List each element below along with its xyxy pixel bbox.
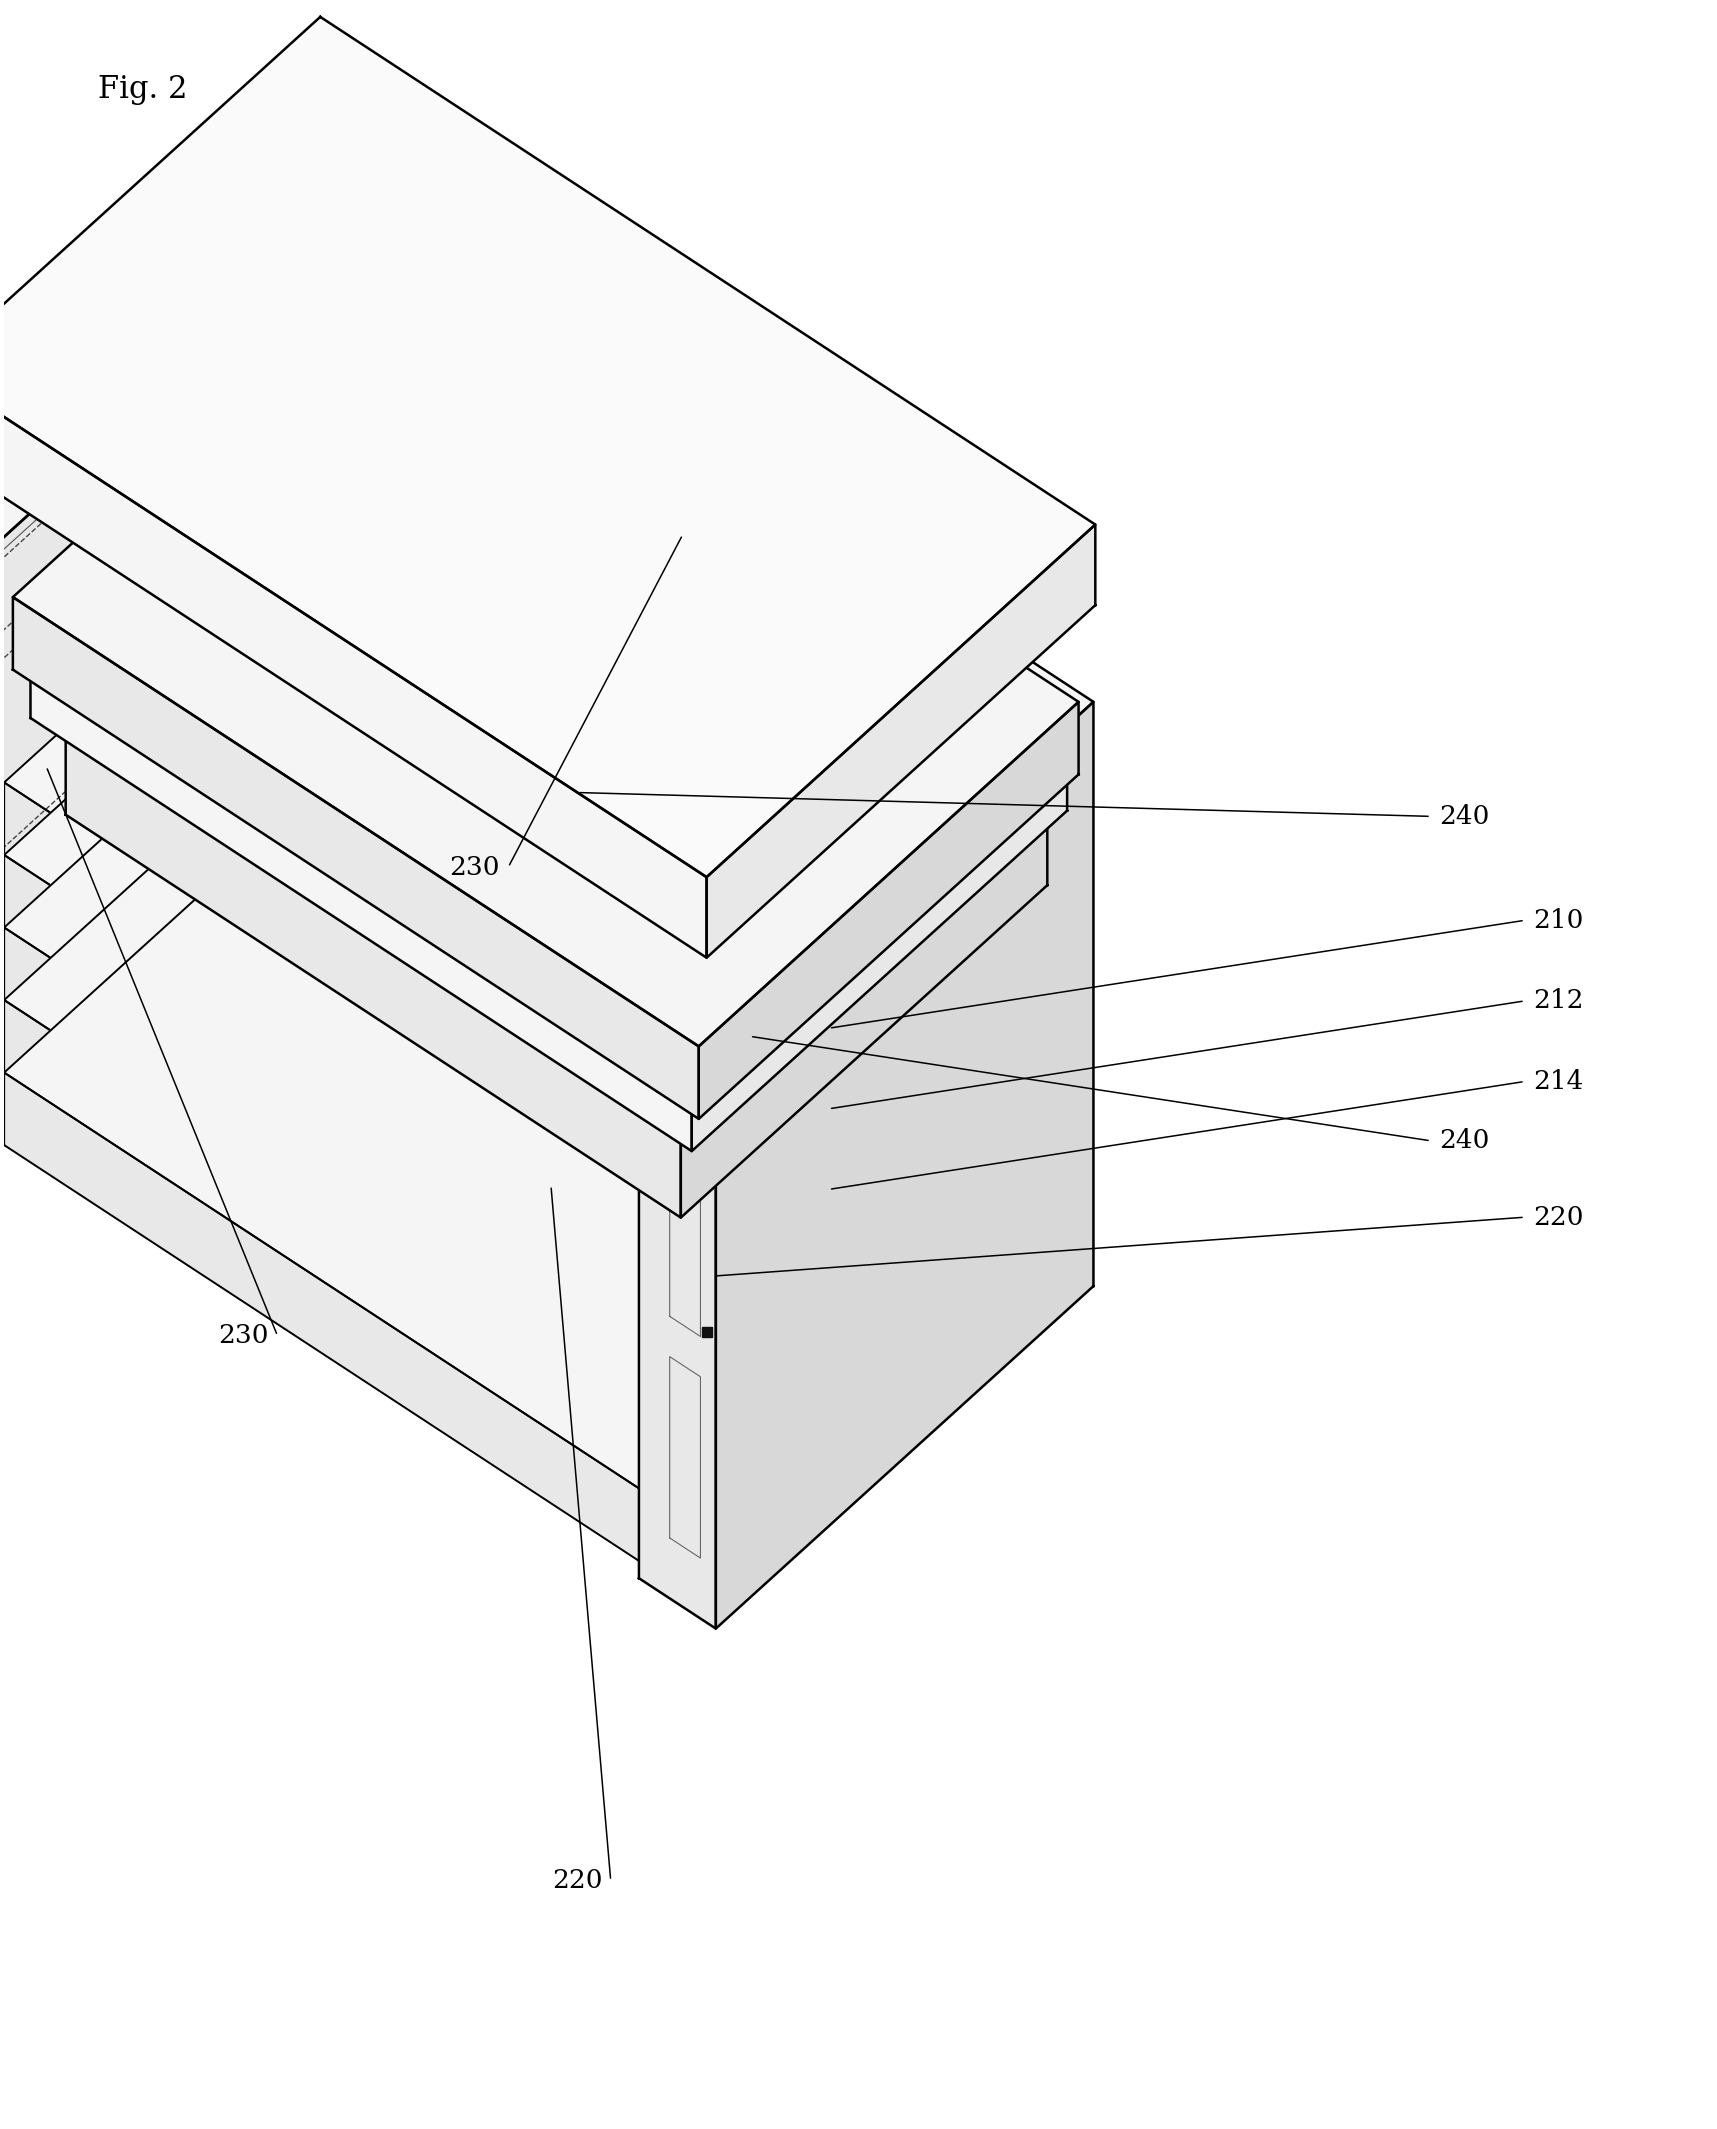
Polygon shape [3, 783, 682, 1299]
Text: 240: 240 [1439, 1128, 1490, 1154]
Text: 212: 212 [1533, 988, 1583, 1013]
Polygon shape [699, 703, 1078, 1120]
Text: 210: 210 [1533, 907, 1583, 933]
Polygon shape [3, 669, 1047, 1443]
Polygon shape [670, 1356, 701, 1558]
Text: 220: 220 [551, 1869, 603, 1893]
Text: 214: 214 [1533, 1069, 1583, 1094]
Polygon shape [577, 1231, 743, 1356]
Polygon shape [577, 1303, 743, 1429]
Polygon shape [3, 856, 682, 1371]
Text: 240: 240 [1439, 805, 1490, 828]
Polygon shape [14, 596, 699, 1120]
Polygon shape [31, 677, 692, 1152]
Polygon shape [682, 967, 1047, 1371]
Polygon shape [14, 253, 1078, 1045]
Polygon shape [3, 522, 1047, 1299]
Polygon shape [3, 1073, 682, 1588]
Polygon shape [573, 713, 694, 805]
Polygon shape [682, 1111, 1047, 1516]
Polygon shape [639, 651, 1094, 1045]
Polygon shape [682, 1184, 1047, 1588]
Text: (+): (+) [695, 990, 713, 1001]
Polygon shape [682, 805, 1047, 1218]
Polygon shape [3, 449, 1047, 1226]
Polygon shape [65, 735, 682, 1218]
Polygon shape [682, 894, 1047, 1299]
Text: (-): (-) [646, 1037, 659, 1047]
Polygon shape [0, 158, 366, 571]
Polygon shape [670, 1175, 701, 1337]
Text: 200: 200 [141, 332, 196, 362]
Text: 230: 230 [450, 854, 500, 879]
Polygon shape [639, 994, 716, 1629]
Polygon shape [3, 596, 1047, 1371]
Polygon shape [0, 370, 707, 958]
Polygon shape [670, 1035, 701, 1175]
Polygon shape [577, 1084, 743, 1211]
Polygon shape [0, 17, 1095, 877]
Text: Fig. 2: Fig. 2 [98, 75, 187, 104]
Polygon shape [692, 771, 1068, 1152]
Polygon shape [3, 928, 682, 1443]
Polygon shape [716, 703, 1094, 1629]
Polygon shape [577, 1158, 743, 1284]
Polygon shape [707, 524, 1095, 958]
Polygon shape [3, 741, 1047, 1516]
Polygon shape [0, 209, 366, 1156]
Polygon shape [682, 1039, 1047, 1443]
Polygon shape [3, 1001, 682, 1516]
Polygon shape [65, 402, 1047, 1137]
Polygon shape [31, 336, 1068, 1111]
Text: 230: 230 [218, 1324, 270, 1348]
Text: 220: 220 [1533, 1205, 1583, 1231]
